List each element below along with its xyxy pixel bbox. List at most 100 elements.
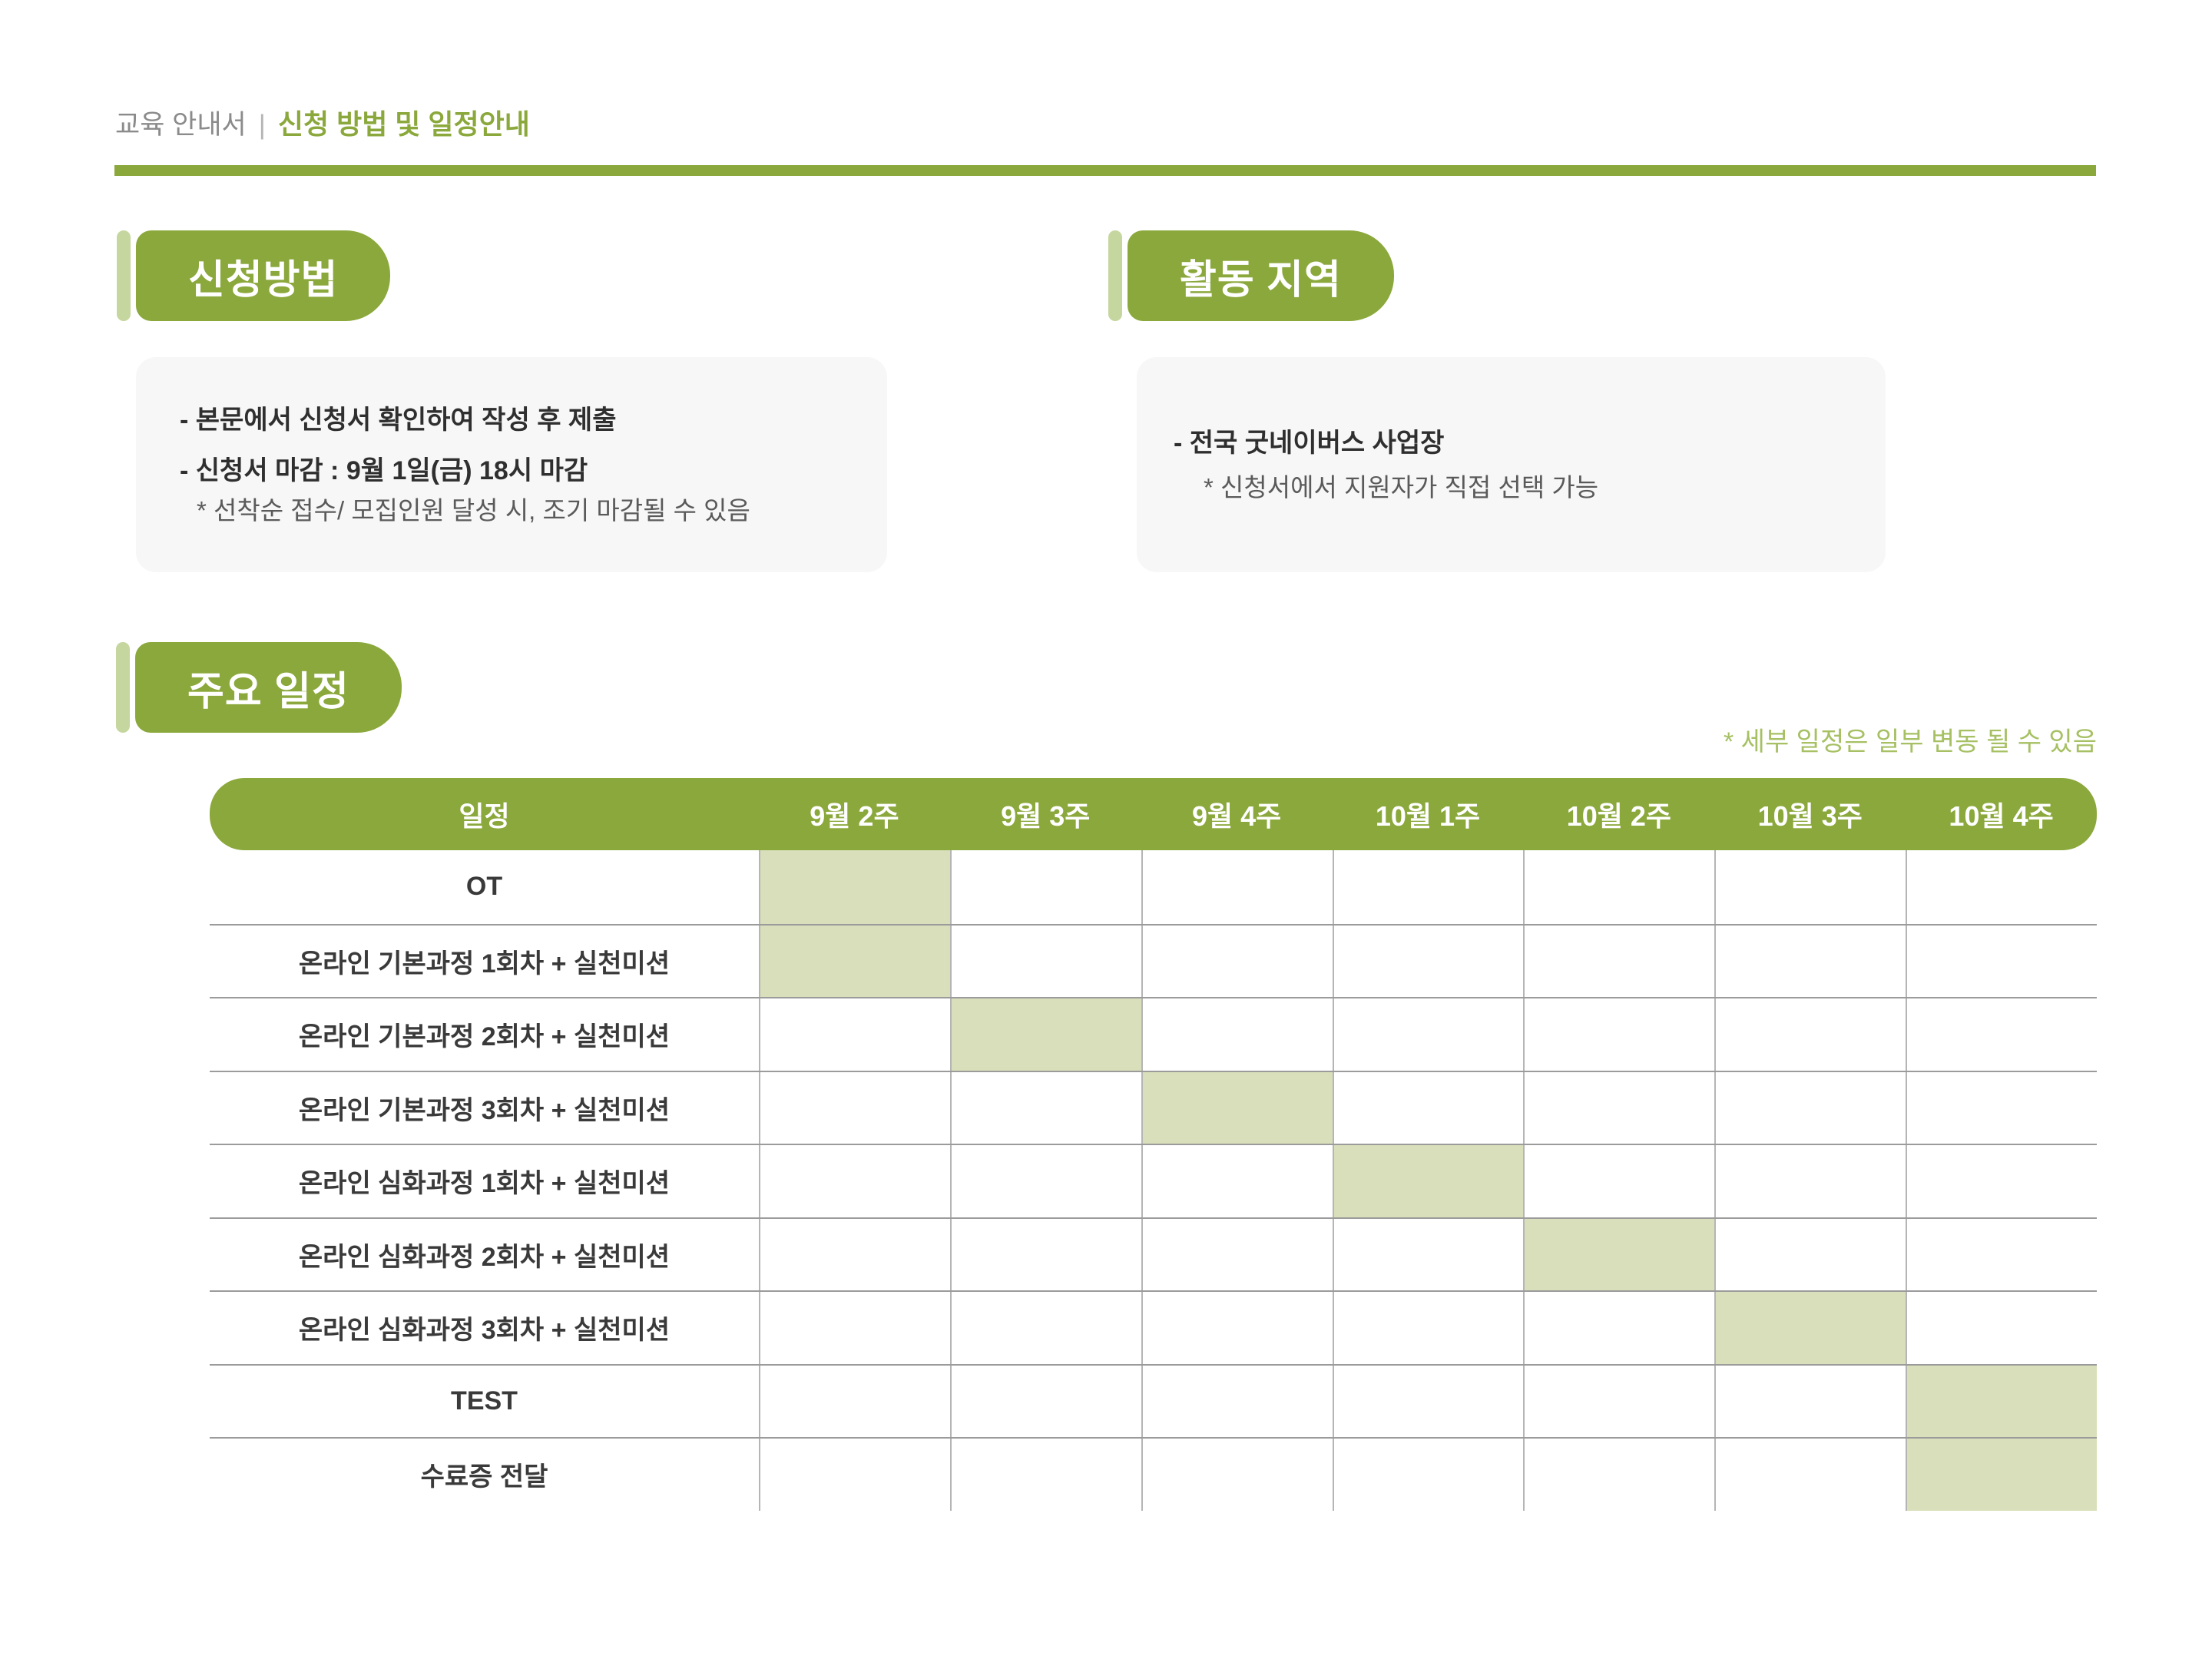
- gantt-cell: [1906, 1145, 2097, 1217]
- table-row: 온라인 기본과정 1회차 + 실천미션: [210, 923, 2097, 997]
- table-row: 온라인 심화과정 1회차 + 실천미션: [210, 1144, 2097, 1217]
- gantt-cell: [1906, 850, 2097, 924]
- gantt-cell: [1141, 850, 1333, 924]
- schedule-table: 일정 9월 2주 9월 3주 9월 4주 10월 1주 10월 2주 10월 3주 10월 4…: [210, 778, 2098, 1511]
- gantt-cell: [1523, 998, 1714, 1071]
- gantt-cell: [1714, 1145, 1906, 1217]
- breadcrumb: 교육 안내서 | 신청 방법 및 일정안내: [115, 108, 530, 142]
- gantt-cell: [1332, 1071, 1524, 1144]
- gantt-cell: [949, 925, 1141, 997]
- title-divider: |: [258, 110, 266, 140]
- gantt-cell: [1332, 1218, 1524, 1290]
- row-label: 온라인 기본과정 1회차 + 실천미션: [298, 949, 671, 979]
- region-note: * 신청서에서 지원자가 직접 선택 가능: [1204, 473, 1599, 502]
- region-info-box: - 전국 굿네이버스 사업장 * 신청서에서 지원자가 직접 선택 가능: [1137, 357, 1886, 572]
- accent-bar: [1108, 230, 1122, 321]
- gantt-cell: [759, 1292, 950, 1364]
- apply-line-2: - 신청서 마감 : 9월 1일(금) 18시 마감: [180, 456, 588, 485]
- page-title: 신청 방법 및 일정안내: [277, 108, 530, 140]
- table-row: 수료증 전달: [210, 1437, 2098, 1511]
- gantt-cell-active: [1141, 1071, 1333, 1144]
- table-row: 온라인 심화과정 2회차 + 실천미션: [210, 1217, 2097, 1290]
- header-rule: [114, 165, 2096, 176]
- gantt-cell: [1141, 1292, 1333, 1364]
- schedule-change-note: * 세부 일정은 일부 변동 될 수 있음: [1724, 727, 2097, 757]
- gantt-cell-active: [949, 998, 1141, 1071]
- gantt-cell: [949, 850, 1141, 924]
- gantt-cell: [1523, 1439, 1714, 1511]
- gantt-cell: [759, 1218, 950, 1290]
- region-line-1: - 전국 굿네이버스 사업장: [1174, 429, 1445, 458]
- gantt-cell: [1141, 925, 1333, 997]
- section-badge-region: 활동 지역: [1128, 230, 1394, 321]
- gantt-cell-active: [1714, 1292, 1906, 1364]
- gantt-cell: [1332, 998, 1524, 1071]
- gantt-cell: [1141, 1439, 1333, 1511]
- gantt-cell: [1523, 1071, 1714, 1144]
- gantt-cell: [949, 1365, 1141, 1437]
- row-label: 수료증 전달: [420, 1462, 548, 1492]
- apply-note: * 선착순 접수/ 모집인원 달성 시, 조기 마감될 수 있음: [197, 496, 750, 525]
- table-row: 온라인 기본과정 3회차 + 실천미션: [210, 1070, 2097, 1144]
- gantt-cell: [1332, 925, 1524, 997]
- gantt-cell-active: [759, 925, 950, 997]
- section-badge-schedule: 주요 일정: [135, 642, 402, 733]
- section-apply-header: 신청방법: [117, 230, 391, 321]
- apply-info-box: - 본문에서 신청서 확인하여 작성 후 제출 - 신청서 마감 : 9월 1일…: [136, 357, 887, 572]
- gantt-cell: [759, 1071, 950, 1144]
- section-title-schedule: 주요 일정: [187, 669, 349, 714]
- gantt-cell: [759, 1365, 950, 1437]
- accent-bar: [117, 230, 131, 321]
- section-badge-apply: 신청방법: [136, 230, 391, 321]
- gantt-cell: [1523, 1145, 1714, 1217]
- schedule-col-header: 10월 2주: [1566, 800, 1672, 832]
- gantt-cell: [949, 1439, 1141, 1511]
- row-label: 온라인 기본과정 3회차 + 실천미션: [298, 1095, 671, 1125]
- schedule-col-header: 9월 4주: [1192, 800, 1282, 832]
- section-title-region: 활동 지역: [1180, 257, 1342, 303]
- table-row: 온라인 심화과정 3회차 + 실천미션: [210, 1290, 2097, 1364]
- schedule-col-header-label: 일정: [459, 800, 510, 832]
- gantt-cell: [759, 1439, 950, 1511]
- gantt-cell: [759, 1145, 950, 1217]
- gantt-cell: [759, 998, 950, 1071]
- gantt-cell: [1906, 1218, 2097, 1290]
- doc-title: 교육 안내서: [115, 110, 247, 140]
- gantt-cell-active: [1523, 1218, 1715, 1290]
- gantt-cell: [1714, 850, 1906, 924]
- gantt-cell-active: [1906, 1365, 2098, 1437]
- row-label: 온라인 심화과정 3회차 + 실천미션: [298, 1316, 671, 1346]
- gantt-cell: [1714, 1439, 1906, 1511]
- schedule-header-row: 일정 9월 2주 9월 3주 9월 4주 10월 1주 10월 2주 10월 3주 10월 4…: [210, 778, 2097, 850]
- gantt-cell: [1332, 1365, 1524, 1437]
- gantt-cell: [1523, 1365, 1714, 1437]
- row-label: OT: [465, 872, 503, 902]
- gantt-cell: [1714, 1365, 1906, 1437]
- schedule-col-header: 10월 4주: [1949, 800, 2054, 832]
- gantt-cell: [949, 1218, 1141, 1290]
- schedule-col-header: 9월 2주: [810, 800, 899, 832]
- gantt-cell: [1523, 1292, 1714, 1364]
- gantt-cell: [1906, 998, 2097, 1071]
- gantt-cell-active: [1906, 1439, 2098, 1511]
- row-label: TEST: [451, 1386, 518, 1416]
- schedule-col-header: 10월 1주: [1375, 800, 1481, 832]
- apply-line-1: - 본문에서 신청서 확인하여 작성 후 제출: [180, 406, 617, 435]
- gantt-cell: [1141, 1145, 1333, 1217]
- table-row: OT: [210, 850, 2097, 924]
- section-schedule-header: 주요 일정: [116, 642, 402, 733]
- gantt-cell: [1714, 925, 1906, 997]
- gantt-cell: [1906, 1071, 2097, 1144]
- row-label: 온라인 심화과정 1회차 + 실천미션: [298, 1169, 671, 1199]
- gantt-cell: [1906, 1292, 2097, 1364]
- schedule-col-header: 10월 3주: [1757, 800, 1863, 832]
- gantt-cell: [1714, 1071, 1906, 1144]
- schedule-col-header: 9월 3주: [1001, 800, 1091, 832]
- gantt-cell: [949, 1292, 1141, 1364]
- gantt-cell: [949, 1145, 1141, 1217]
- gantt-cell: [949, 1071, 1141, 1144]
- gantt-cell: [1332, 850, 1524, 924]
- gantt-cell: [1906, 925, 2097, 997]
- section-title-apply: 신청방법: [188, 257, 339, 303]
